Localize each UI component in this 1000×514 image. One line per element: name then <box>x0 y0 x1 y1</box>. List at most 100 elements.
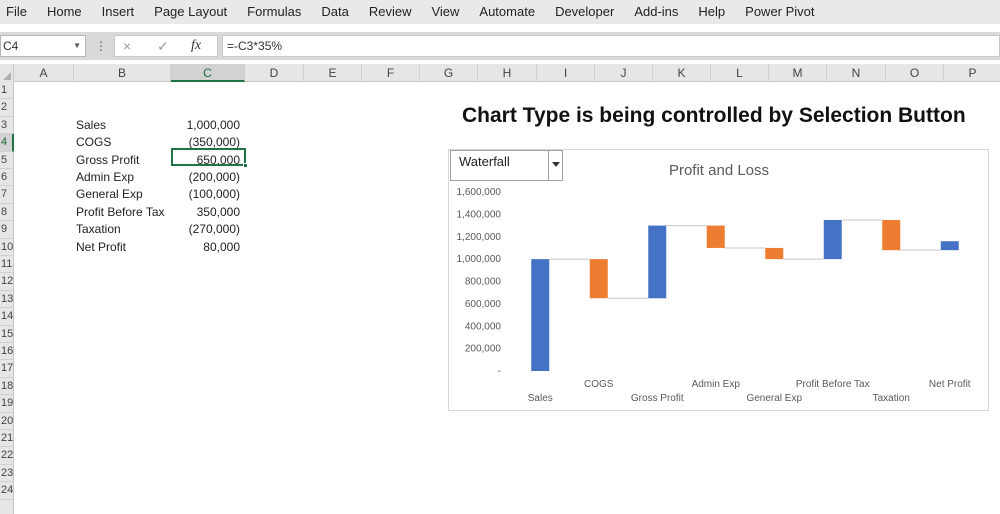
cell-label[interactable]: Gross Profit <box>76 152 140 167</box>
insert-function-icon[interactable]: fx <box>191 38 202 53</box>
cell-value[interactable]: (200,000) <box>188 170 240 184</box>
bar-cogs <box>589 259 608 299</box>
column-header-h[interactable]: H <box>478 64 537 82</box>
menu-page-layout[interactable]: Page Layout <box>154 4 228 19</box>
cell-label[interactable]: General Exp <box>76 187 143 202</box>
menu-help[interactable]: Help <box>698 4 726 19</box>
row-header-8[interactable]: 8 <box>0 204 14 222</box>
chevron-down-icon[interactable]: ▼ <box>73 41 81 50</box>
column-header-d[interactable]: D <box>245 64 304 82</box>
row-header-11[interactable]: 11 <box>0 256 14 274</box>
row-header-7[interactable]: 7 <box>0 186 14 204</box>
row-header-2[interactable]: 2 <box>0 99 14 117</box>
chart-type-dropdown[interactable]: Waterfall <box>450 150 563 181</box>
row-header-5[interactable]: 5 <box>0 152 14 169</box>
chart-title: Profit and Loss <box>669 162 769 179</box>
row-header-18[interactable]: 18 <box>0 378 14 396</box>
row-header-13[interactable]: 13 <box>0 291 14 309</box>
column-header-e[interactable]: E <box>304 64 362 82</box>
row-header-12[interactable]: 12 <box>0 273 14 291</box>
column-header-k[interactable]: K <box>653 64 711 82</box>
x-tick-label: COGS <box>584 379 614 390</box>
cancel-icon[interactable]: × <box>123 38 132 54</box>
select-all-icon <box>3 72 11 80</box>
name-box[interactable]: C4 ▼ <box>0 35 86 57</box>
row-header-24[interactable]: 24 <box>0 482 14 500</box>
chart-area[interactable]: Profit and Loss - 200,000 400,000 600,000 800… <box>448 149 989 411</box>
menu-automate[interactable]: Automate <box>479 4 536 19</box>
cell-label[interactable]: Sales <box>76 117 107 132</box>
menu-insert[interactable]: Insert <box>101 4 135 19</box>
column-header-m[interactable]: M <box>769 64 827 82</box>
y-tick-label: 400,000 <box>465 321 502 332</box>
column-header-o[interactable]: O <box>886 64 944 82</box>
cell-value[interactable]: 650,000 <box>196 152 240 167</box>
menu-review[interactable]: Review <box>368 4 412 19</box>
column-header-j[interactable]: J <box>595 64 653 82</box>
row-header-20[interactable]: 20 <box>0 413 14 430</box>
cell-value[interactable]: (100,000) <box>188 187 240 202</box>
row-header-1[interactable]: 1 <box>0 82 14 100</box>
row-header-23[interactable]: 23 <box>0 465 14 483</box>
column-header-n[interactable]: N <box>827 64 886 82</box>
column-header-g[interactable]: G <box>420 64 478 82</box>
cell-label[interactable]: Taxation <box>76 222 121 237</box>
select-all-corner[interactable] <box>0 64 14 82</box>
cell-label[interactable]: Net Profit <box>76 239 127 254</box>
cell-value[interactable]: (350,000) <box>188 135 240 150</box>
cell-label[interactable]: COGS <box>76 135 112 150</box>
column-header-p[interactable]: P <box>944 64 1000 82</box>
y-tick-label: 1,600,000 <box>457 187 502 198</box>
bar-taxation <box>882 219 901 251</box>
menu-file[interactable]: File <box>6 4 27 19</box>
row-header-3[interactable]: 3 <box>0 117 14 135</box>
menu-formulas[interactable]: Formulas <box>247 4 302 19</box>
chevron-down-icon <box>552 162 560 167</box>
row-header-15[interactable]: 15 <box>0 326 14 343</box>
column-header-b[interactable]: B <box>74 64 171 82</box>
fill-handle[interactable] <box>243 163 248 168</box>
y-tick-label: 200,000 <box>465 344 502 355</box>
cell-value[interactable]: 350,000 <box>196 204 240 219</box>
row-header-9[interactable]: 9 <box>0 221 14 239</box>
row-header-4[interactable]: 4 <box>0 134 14 152</box>
bar-gross-profit <box>648 225 667 299</box>
menu-power-pivot[interactable]: Power Pivot <box>745 4 815 19</box>
column-header-a[interactable]: A <box>14 64 74 82</box>
bar-admin-exp <box>706 225 725 248</box>
sheet-title: Chart Type is being controlled by Select… <box>462 104 966 127</box>
ribbon-separator <box>0 24 1000 32</box>
row-header-16[interactable]: 16 <box>0 343 14 361</box>
cell-label[interactable]: Profit Before Tax <box>76 204 165 219</box>
formula-buttons: × ✓ fx <box>114 35 218 57</box>
menu-data[interactable]: Data <box>321 4 349 19</box>
x-tick-label: Sales <box>528 393 553 404</box>
row-header: 1 2 3 4 5 6 7 8 9 10 11 12 13 14 15 16 17 18 19 20 21 22 23 24 <box>0 82 14 514</box>
menu-home[interactable]: Home <box>46 4 82 19</box>
cell-value[interactable]: 1,000,000 <box>186 117 240 132</box>
column-header-c[interactable]: C <box>171 64 245 82</box>
column-header-l[interactable]: L <box>711 64 769 82</box>
row-header-22[interactable]: 22 <box>0 447 14 465</box>
row-header-19[interactable]: 19 <box>0 395 14 413</box>
cell-value[interactable]: (270,000) <box>188 222 240 237</box>
row-header-14[interactable]: 14 <box>0 308 14 326</box>
cell-label[interactable]: Admin Exp <box>76 170 135 184</box>
formula-input[interactable]: =-C3*35% <box>222 35 1000 57</box>
x-tick-label: General Exp <box>746 393 802 404</box>
chart-type-value: Waterfall <box>459 154 510 169</box>
column-header-f[interactable]: F <box>362 64 420 82</box>
menu-add-ins[interactable]: Add-ins <box>634 4 679 19</box>
dropdown-button[interactable] <box>548 151 562 180</box>
more-options-icon[interactable]: ⋮ <box>95 39 107 53</box>
row-header-10[interactable]: 10 <box>0 239 14 256</box>
row-header-6[interactable]: 6 <box>0 169 14 187</box>
enter-icon[interactable]: ✓ <box>157 38 169 54</box>
menu-view[interactable]: View <box>431 4 460 19</box>
row-header-17[interactable]: 17 <box>0 360 14 378</box>
menu-developer[interactable]: Developer <box>555 4 615 19</box>
cell-value[interactable]: 80,000 <box>203 239 240 254</box>
x-tick-label: Gross Profit <box>631 393 684 404</box>
row-header-21[interactable]: 21 <box>0 430 14 448</box>
column-header-i[interactable]: I <box>537 64 595 82</box>
